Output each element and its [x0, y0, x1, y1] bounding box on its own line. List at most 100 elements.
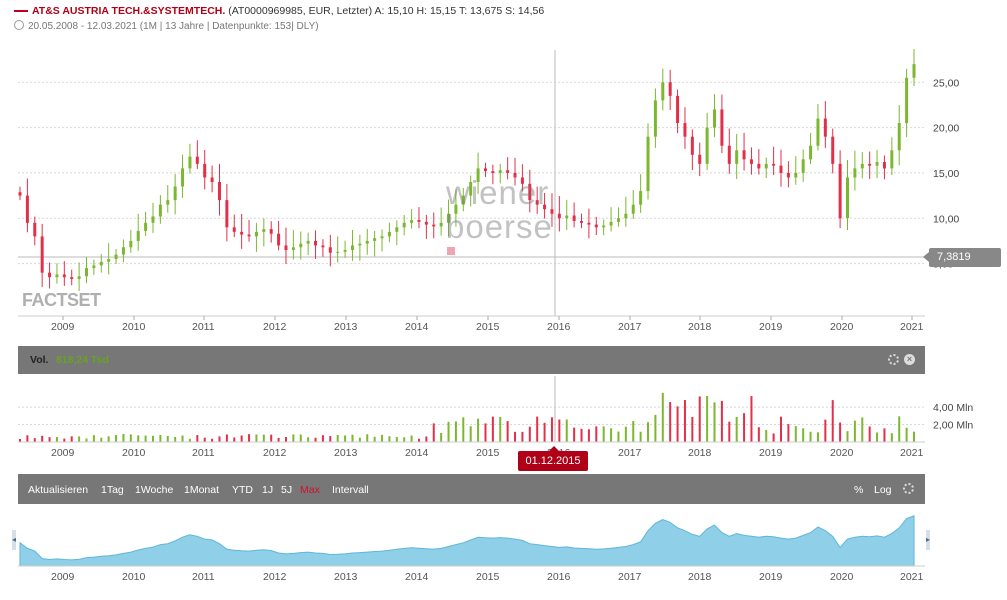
candle-body	[62, 274, 66, 278]
crosshair-date-tag: 01.12.2015	[518, 446, 588, 471]
volume-bar	[683, 400, 686, 442]
candle-body	[350, 245, 354, 250]
candle-body	[439, 222, 443, 227]
candle-body	[225, 200, 229, 228]
candle-body	[735, 150, 739, 164]
candle-body	[129, 240, 133, 248]
series-swatch	[14, 10, 28, 13]
wiener-boerse-watermark: wiener boerse	[446, 176, 553, 255]
candle-body	[365, 240, 369, 244]
percent-toggle[interactable]: %	[854, 484, 864, 496]
volume-bar	[839, 422, 842, 442]
candle-body	[520, 177, 524, 184]
range-5j-button[interactable]: 5J	[281, 484, 293, 496]
candle-body	[284, 245, 288, 250]
candle-body	[48, 272, 52, 278]
volume-bar	[321, 435, 324, 442]
watermark-line2: boerse	[446, 208, 553, 245]
candle-body	[698, 154, 702, 164]
candle-body	[114, 254, 118, 260]
volume-bar	[580, 428, 583, 442]
candle-body	[831, 136, 835, 164]
volume-bar	[780, 416, 783, 442]
volume-bar	[203, 437, 206, 442]
volume-x-tick-label: 2013	[334, 447, 358, 459]
volume-bar	[713, 402, 716, 442]
gear-icon[interactable]	[888, 354, 899, 365]
x-tick-label: 2019	[759, 321, 783, 333]
candle-body	[602, 225, 606, 228]
volume-bar	[115, 435, 118, 442]
candle-body	[543, 204, 547, 210]
candle-body	[683, 123, 687, 137]
volume-bar	[174, 436, 177, 442]
y-tick-label: 20,00	[933, 123, 959, 135]
gear-icon[interactable]	[903, 483, 914, 494]
interval-button[interactable]: Intervall	[332, 484, 369, 496]
volume-bar	[225, 434, 228, 442]
volume-bar	[351, 434, 354, 442]
volume-x-tick-label: 2019	[759, 447, 783, 459]
volume-x-tick-label: 2017	[618, 447, 642, 459]
range-1j-button[interactable]: 1J	[262, 484, 274, 496]
navigator-x-tick-label: 2020	[830, 571, 854, 583]
candle-body	[631, 204, 635, 214]
candle-body	[794, 172, 798, 178]
instrument-title[interactable]: AT&S AUSTRIA TECH.&SYSTEMTECH.	[32, 5, 226, 17]
candle-body	[55, 274, 59, 278]
range-1woche-button[interactable]: 1Woche	[135, 484, 174, 496]
candle-body	[897, 123, 901, 151]
range-1tag-button[interactable]: 1Tag	[101, 484, 124, 496]
volume-value: 818,24 Tsd	[56, 354, 109, 366]
refresh-button[interactable]: Aktualisieren	[28, 484, 89, 496]
volume-bar	[373, 436, 376, 442]
navigator-x-tick-label: 2010	[122, 571, 146, 583]
volume-bar	[647, 422, 650, 442]
volume-bar	[240, 435, 243, 442]
volume-bar	[898, 416, 901, 442]
navigator-area	[19, 515, 915, 567]
candle-body	[912, 64, 916, 78]
volume-bar	[166, 436, 169, 442]
candle-body	[609, 221, 613, 226]
volume-bar	[85, 438, 88, 442]
candle-body	[757, 163, 761, 169]
volume-bar	[890, 433, 893, 442]
candle-body	[594, 224, 598, 228]
chevron-right-icon[interactable]: ▸	[926, 530, 930, 550]
volume-bar	[735, 416, 738, 442]
navigator-x-tick-label: 2017	[618, 571, 642, 583]
volume-bar	[883, 428, 886, 442]
volume-bar	[454, 421, 457, 442]
volume-bar	[314, 437, 317, 442]
candle-body	[33, 222, 37, 237]
close-icon[interactable]: ×	[904, 354, 915, 365]
volume-bar	[107, 436, 110, 442]
chevron-left-icon[interactable]: ◂	[12, 530, 16, 550]
volume-bar	[676, 406, 679, 442]
candle-body	[587, 222, 591, 225]
volume-bar	[499, 416, 502, 442]
y-tick-label: 10,00	[933, 213, 959, 225]
candle-body	[314, 240, 318, 246]
log-toggle[interactable]: Log	[874, 484, 892, 496]
volume-bar	[669, 402, 672, 442]
volume-bar	[358, 437, 361, 442]
volume-bar	[70, 436, 73, 442]
navigator-x-tick-label: 2015	[476, 571, 500, 583]
volume-bar	[462, 417, 465, 442]
volume-bar	[137, 435, 140, 442]
range-max-button[interactable]: Max	[300, 484, 320, 496]
volume-bar	[248, 434, 251, 442]
candle-body	[720, 109, 724, 146]
range-1monat-button[interactable]: 1Monat	[184, 484, 220, 496]
x-tick-label: 2014	[405, 321, 429, 333]
candle-body	[181, 168, 185, 187]
volume-bar	[92, 435, 95, 442]
x-tick-label: 2015	[476, 321, 500, 333]
candle-body	[860, 163, 864, 169]
volume-bar	[151, 435, 154, 442]
range-ytd-button[interactable]: YTD	[232, 484, 253, 496]
navigator-x-tick-label: 2013	[334, 571, 358, 583]
